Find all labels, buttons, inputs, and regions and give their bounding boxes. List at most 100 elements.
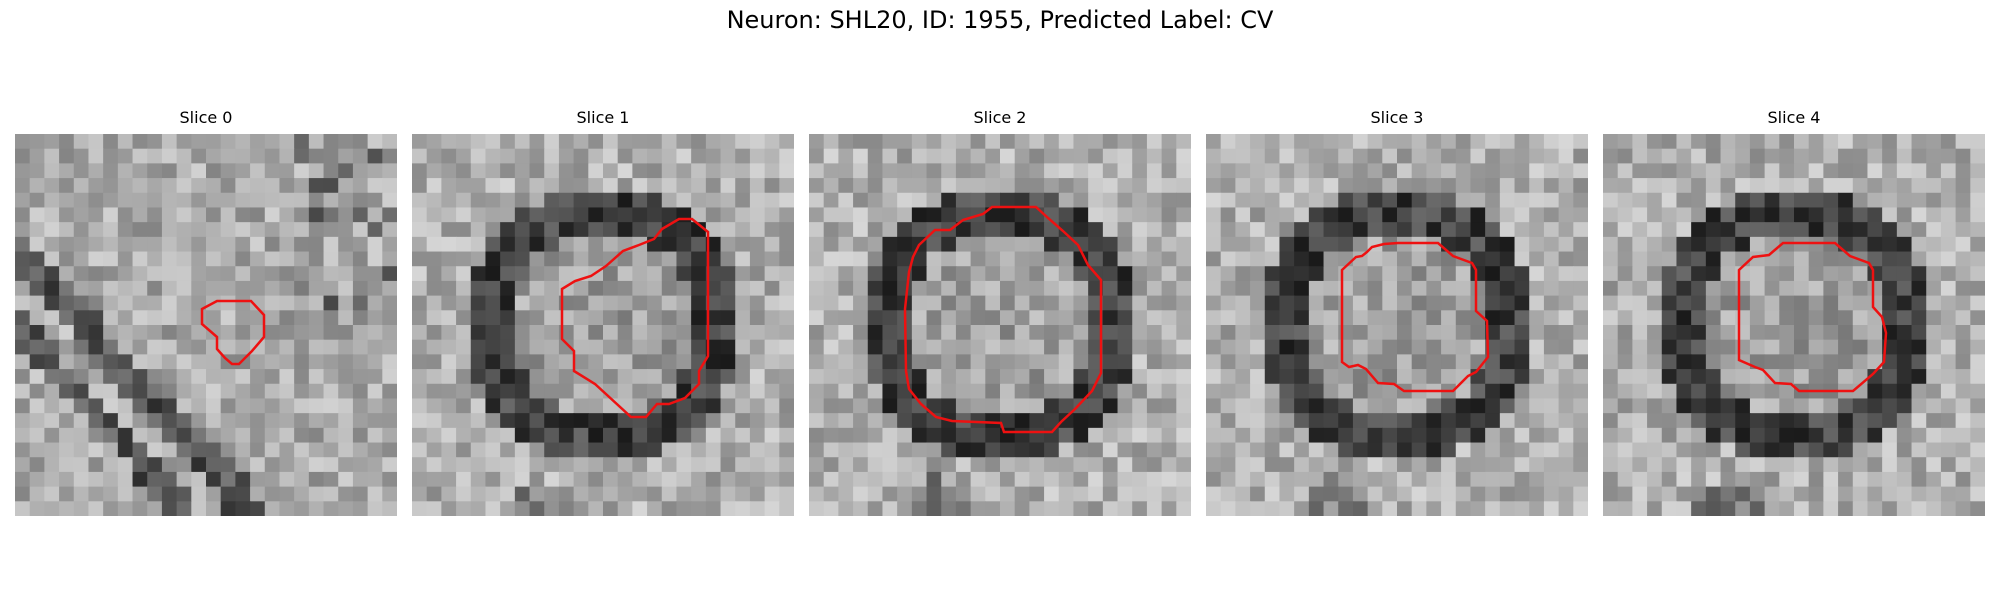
image-pixel bbox=[1794, 501, 1810, 516]
image-pixel bbox=[809, 398, 825, 414]
image-pixel bbox=[220, 280, 236, 297]
image-pixel bbox=[1573, 310, 1588, 326]
image-pixel bbox=[1279, 192, 1295, 209]
image-pixel bbox=[1794, 413, 1810, 429]
image-pixel bbox=[441, 457, 457, 473]
image-pixel bbox=[117, 325, 134, 341]
image-pixel bbox=[1808, 266, 1824, 282]
image-pixel bbox=[1279, 501, 1295, 516]
image-pixel bbox=[1338, 339, 1354, 355]
image-pixel bbox=[176, 501, 192, 516]
image-pixel bbox=[1176, 354, 1191, 370]
image-pixel bbox=[941, 207, 957, 223]
image-pixel bbox=[1940, 325, 1957, 341]
image-pixel bbox=[250, 295, 266, 311]
image-pixel bbox=[1250, 501, 1266, 516]
image-pixel bbox=[1132, 148, 1148, 164]
image-pixel bbox=[911, 457, 928, 473]
image-pixel bbox=[1058, 207, 1075, 223]
image-pixel bbox=[456, 178, 472, 194]
image-pixel bbox=[1161, 251, 1177, 267]
image-pixel bbox=[220, 148, 236, 164]
image-pixel bbox=[1426, 266, 1442, 282]
image-pixel bbox=[1529, 427, 1545, 444]
image-pixel bbox=[970, 354, 986, 370]
image-pixel bbox=[1573, 457, 1588, 473]
image-pixel bbox=[544, 310, 560, 326]
image-pixel bbox=[1117, 413, 1133, 429]
image-pixel bbox=[1705, 442, 1722, 458]
image-pixel bbox=[558, 266, 575, 282]
image-pixel bbox=[1882, 354, 1898, 370]
image-pixel bbox=[1323, 413, 1339, 429]
image-pixel bbox=[1352, 339, 1369, 355]
image-pixel bbox=[1323, 471, 1339, 488]
image-pixel bbox=[15, 427, 31, 444]
image-pixel bbox=[1044, 354, 1060, 370]
image-pixel bbox=[985, 398, 1001, 414]
image-pixel bbox=[367, 442, 383, 458]
image-pixel bbox=[1102, 251, 1119, 267]
image-pixel bbox=[161, 251, 178, 267]
image-pixel bbox=[1338, 310, 1354, 326]
image-pixel bbox=[588, 236, 604, 253]
image-pixel bbox=[1632, 354, 1648, 370]
image-pixel bbox=[1367, 251, 1383, 267]
image-pixel bbox=[1808, 413, 1824, 429]
image-pixel bbox=[632, 310, 648, 326]
image-pixel bbox=[1926, 339, 1942, 355]
image-pixel bbox=[1382, 310, 1398, 326]
image-pixel bbox=[1823, 236, 1839, 253]
image-pixel bbox=[1926, 310, 1942, 326]
image-pixel bbox=[661, 413, 678, 429]
image-pixel bbox=[1720, 383, 1736, 400]
figure-title: Neuron: SHL20, ID: 1955, Predicted Label… bbox=[726, 6, 1274, 34]
image-pixel bbox=[970, 192, 986, 209]
image-pixel bbox=[617, 280, 633, 297]
image-pixel bbox=[1838, 148, 1854, 164]
image-pixel bbox=[661, 325, 678, 341]
image-pixel bbox=[1367, 266, 1383, 282]
image-pixel bbox=[705, 383, 722, 400]
image-pixel bbox=[1161, 354, 1177, 370]
image-pixel bbox=[1529, 178, 1545, 194]
image-pixel bbox=[1485, 383, 1501, 400]
image-pixel bbox=[1441, 325, 1457, 341]
image-pixel bbox=[1323, 486, 1339, 502]
image-pixel bbox=[1117, 192, 1133, 209]
image-pixel bbox=[1749, 413, 1766, 429]
image-pixel bbox=[1603, 251, 1619, 267]
image-pixel bbox=[853, 486, 869, 502]
image-pixel bbox=[1323, 442, 1339, 458]
image-pixel bbox=[426, 192, 442, 209]
image-pixel bbox=[1896, 236, 1913, 253]
image-pixel bbox=[558, 501, 575, 516]
image-pixel bbox=[1749, 280, 1766, 297]
image-pixel bbox=[1206, 222, 1222, 238]
image-pixel bbox=[1676, 222, 1692, 238]
image-pixel bbox=[1720, 501, 1736, 516]
image-pixel bbox=[1603, 266, 1619, 282]
image-pixel bbox=[911, 442, 928, 458]
image-pixel bbox=[1264, 236, 1281, 253]
image-pixel bbox=[44, 192, 60, 209]
image-pixel bbox=[1485, 222, 1501, 238]
image-pixel bbox=[632, 134, 648, 150]
image-pixel bbox=[1117, 501, 1133, 516]
image-pixel bbox=[191, 398, 207, 414]
image-pixel bbox=[15, 398, 31, 414]
image-pixel bbox=[29, 413, 45, 429]
image-pixel bbox=[294, 354, 310, 370]
image-pixel bbox=[88, 339, 104, 355]
image-pixel bbox=[676, 413, 692, 429]
image-pixel bbox=[720, 398, 736, 414]
image-pixel bbox=[264, 280, 281, 297]
image-pixel bbox=[59, 163, 75, 179]
image-pixel bbox=[941, 325, 957, 341]
image-pixel bbox=[779, 501, 794, 516]
contour-outline bbox=[903, 205, 1103, 434]
image-pixel bbox=[749, 457, 766, 473]
image-pixel bbox=[1911, 383, 1927, 400]
image-pixel bbox=[838, 251, 854, 267]
image-pixel bbox=[720, 266, 736, 282]
